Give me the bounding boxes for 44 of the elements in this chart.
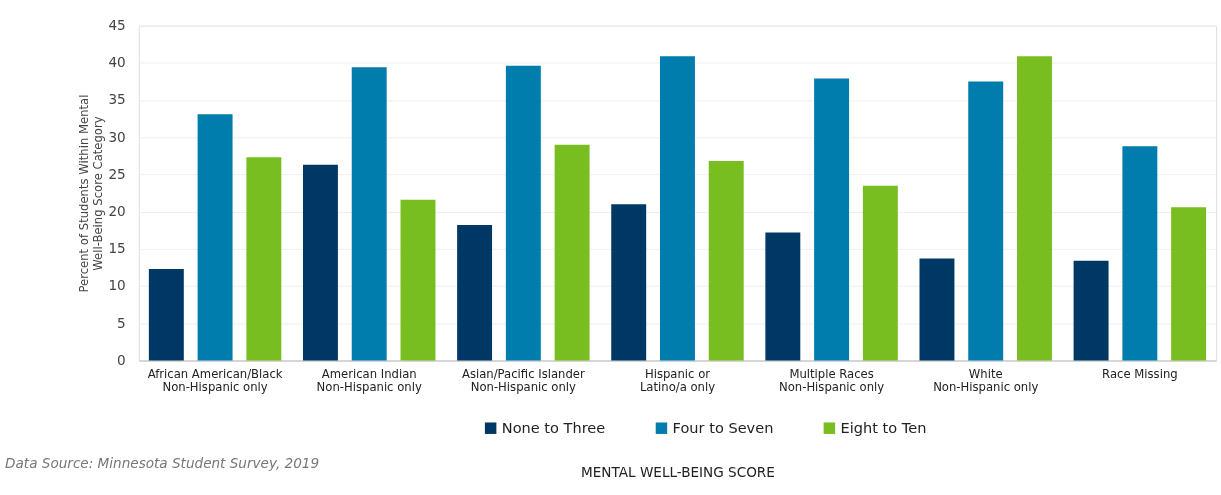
bar: [1017, 56, 1052, 361]
bar: [968, 81, 1004, 361]
y-tick-label: 25: [108, 165, 126, 182]
bar: [611, 204, 647, 361]
x-tick-label: American Indian Non-Hispanic only: [316, 366, 422, 395]
bar: [400, 199, 436, 361]
bar: [246, 157, 282, 361]
y-tick-label: 10: [108, 277, 126, 294]
y-axis-title: Percent of Students Within Mental Well-Being Score Category: [77, 94, 105, 293]
bar: [862, 185, 898, 361]
legend-label: Eight to Ten: [840, 419, 927, 437]
y-tick-label: 40: [108, 54, 126, 71]
bar: [302, 164, 338, 361]
bar: [148, 268, 184, 361]
bar: [708, 161, 744, 361]
bar: [1073, 260, 1109, 361]
y-tick-label: 0: [117, 351, 126, 368]
x-tick-label: Asian/Pacific Islander Non-Hispanic only: [461, 366, 585, 395]
bar: [351, 67, 387, 361]
bar: [814, 78, 850, 361]
y-tick-label: 15: [108, 240, 126, 257]
x-tick-label: White Non-Hispanic only: [933, 366, 1039, 395]
bar: [919, 258, 955, 361]
bar: [505, 65, 541, 361]
y-tick-label: 45: [108, 17, 126, 34]
x-tick-label: Race Missing: [1102, 366, 1178, 381]
y-tick-label: 35: [108, 91, 126, 108]
y-tick-label: 30: [108, 128, 126, 145]
source-note: Data Source: Minnesota Student Survey, 2019: [5, 455, 320, 472]
legend-label: None to Three: [501, 419, 606, 437]
x-axis-title: MENTAL WELL-BEING SCORE: [581, 463, 775, 480]
x-tick-label: African American/Black Non-Hispanic only: [147, 366, 283, 395]
bar: [660, 56, 695, 361]
bar: [1122, 146, 1158, 361]
y-tick-label: 20: [108, 203, 126, 220]
y-tick-label: 5: [117, 314, 126, 331]
legend-label: Four to Seven: [672, 419, 774, 437]
x-tick-label: Hispanic or Latino/a only: [639, 366, 716, 395]
x-tick-label: Multiple Races Non-Hispanic only: [779, 366, 885, 395]
bar: [554, 144, 590, 361]
bar: [197, 114, 233, 361]
bar: [765, 232, 801, 361]
bar: [457, 225, 493, 361]
bar: [1171, 207, 1207, 361]
